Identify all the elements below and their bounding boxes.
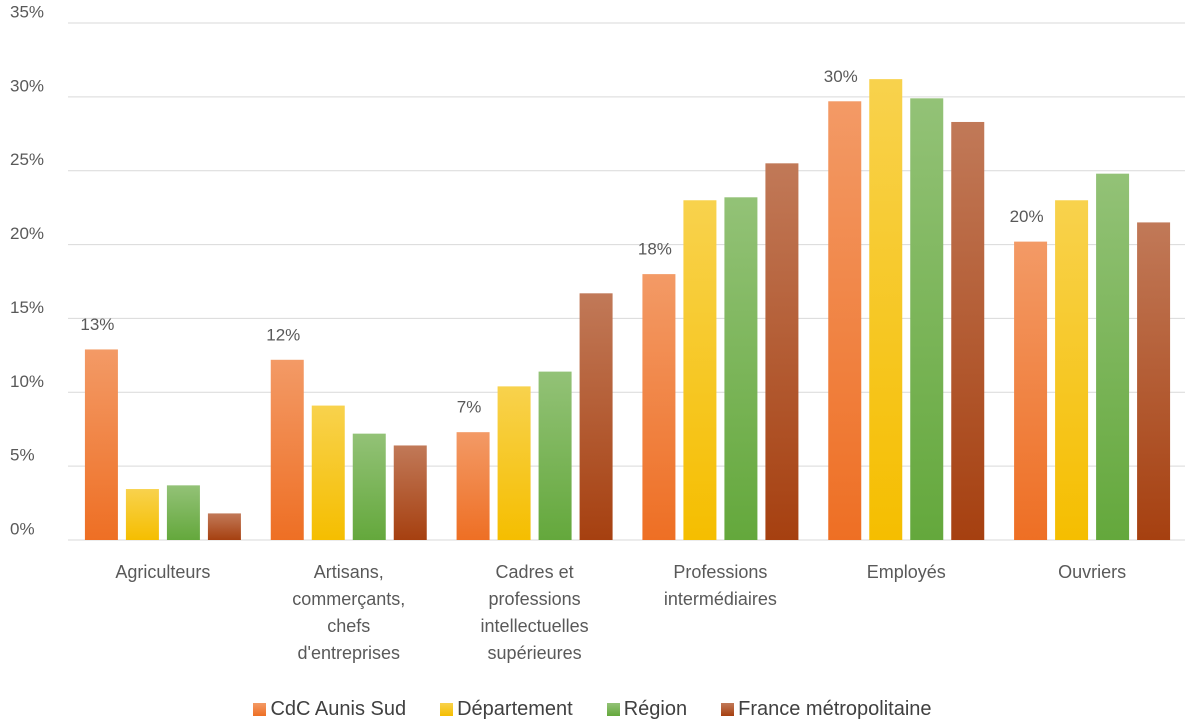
legend-item: France métropolitaine — [721, 698, 932, 721]
y-tick-label: 0% — [10, 519, 35, 538]
x-tick-label: Artisans, commerçants, chefs d'entrepris… — [292, 562, 406, 663]
x-tick-label: Professions intermédiaires — [663, 562, 777, 609]
legend-item: CdC Aunis Sud — [253, 698, 406, 721]
bar — [828, 101, 862, 540]
legend-label: Région — [623, 698, 688, 720]
y-tick-label: 10% — [10, 372, 44, 391]
bar — [869, 79, 903, 540]
y-tick-label: 25% — [10, 150, 44, 169]
data-label: 12% — [266, 325, 300, 344]
y-tick-label: 5% — [10, 446, 35, 465]
bar — [497, 386, 531, 540]
legend-swatch — [253, 703, 267, 716]
bar — [910, 98, 944, 540]
legend-item: Département — [440, 698, 573, 721]
x-tick-label: Cadres et professions intellectuelles su… — [480, 562, 589, 663]
legend-label: CdC Aunis Sud — [270, 698, 407, 720]
bar — [84, 349, 118, 540]
bar — [683, 200, 717, 540]
bar — [1014, 241, 1048, 541]
bar — [125, 489, 159, 540]
y-tick-label: 30% — [10, 76, 44, 95]
data-label: 13% — [80, 315, 114, 334]
bar — [1137, 222, 1171, 540]
bar — [352, 433, 386, 540]
legend: CdC Aunis Sud Département Région France mét… — [0, 698, 1185, 721]
legend-swatch — [721, 703, 735, 716]
bar — [1055, 200, 1089, 540]
bar — [311, 405, 345, 540]
bar — [538, 371, 572, 540]
legend-label: France métropolitaine — [738, 698, 932, 720]
bar — [765, 163, 799, 541]
y-tick-label: 20% — [10, 224, 44, 243]
legend-label: Département — [457, 698, 573, 720]
bar — [207, 513, 241, 540]
bar — [642, 274, 676, 540]
x-tick-label: Ouvriers — [1058, 562, 1127, 582]
legend-swatch — [606, 703, 620, 716]
y-tick-label: 35% — [10, 2, 44, 21]
data-label: 20% — [1010, 207, 1044, 226]
x-tick-label: Agriculteurs — [115, 562, 211, 582]
data-label: 18% — [638, 240, 672, 259]
bar — [951, 121, 985, 541]
data-label: 30% — [824, 67, 858, 86]
data-label: 7% — [457, 398, 482, 417]
y-tick-label: 15% — [10, 298, 44, 317]
bar — [393, 445, 427, 540]
bar — [579, 293, 613, 540]
bar — [166, 485, 200, 540]
bar — [724, 197, 758, 540]
x-tick-label: Employés — [866, 562, 946, 582]
bar — [1096, 173, 1130, 540]
bar — [456, 432, 490, 540]
legend-item: Région — [606, 698, 688, 721]
bar — [270, 359, 304, 540]
legend-swatch — [440, 703, 454, 716]
